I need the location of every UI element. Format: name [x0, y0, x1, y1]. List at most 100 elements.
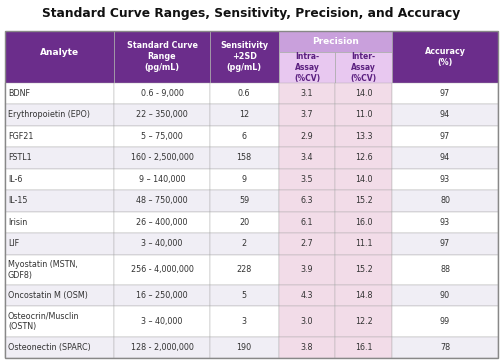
- Text: 6: 6: [241, 132, 246, 141]
- Bar: [5, 168, 115, 190]
- Text: 2: 2: [241, 239, 246, 248]
- Text: 3: 3: [241, 317, 246, 326]
- Bar: [210, 306, 279, 337]
- Text: 256 - 4,000,000: 256 - 4,000,000: [131, 265, 194, 274]
- Text: Accuracy
(%): Accuracy (%): [425, 47, 465, 67]
- Text: 20: 20: [239, 218, 249, 227]
- Bar: [279, 285, 336, 306]
- Text: 11.1: 11.1: [355, 239, 372, 248]
- Text: 3.5: 3.5: [301, 175, 313, 184]
- Bar: [279, 126, 336, 147]
- Text: 3.7: 3.7: [301, 111, 313, 120]
- Bar: [5, 190, 115, 212]
- Bar: [5, 212, 115, 233]
- Text: Analyte: Analyte: [40, 48, 79, 57]
- Text: 5: 5: [241, 291, 246, 300]
- Bar: [336, 212, 392, 233]
- Bar: [5, 147, 115, 168]
- Text: Standard Curve
Range
(pg/mL): Standard Curve Range (pg/mL): [127, 41, 198, 72]
- Text: 94: 94: [440, 153, 450, 162]
- Bar: [279, 104, 336, 126]
- Text: 93: 93: [440, 175, 450, 184]
- Bar: [115, 83, 210, 104]
- Bar: [210, 285, 279, 306]
- Bar: [210, 337, 279, 358]
- Bar: [5, 104, 115, 126]
- Bar: [336, 147, 392, 168]
- Bar: [210, 31, 279, 83]
- Bar: [210, 233, 279, 255]
- Text: 99: 99: [440, 317, 450, 326]
- Text: 0.6 - 9,000: 0.6 - 9,000: [140, 89, 184, 98]
- Text: 90: 90: [440, 291, 450, 300]
- Bar: [336, 83, 392, 104]
- Text: FGF21: FGF21: [8, 132, 33, 141]
- Bar: [115, 104, 210, 126]
- Text: IL-15: IL-15: [8, 196, 28, 205]
- Bar: [279, 147, 336, 168]
- Text: 12.2: 12.2: [355, 317, 373, 326]
- Bar: [392, 126, 498, 147]
- Text: 228: 228: [236, 265, 252, 274]
- Bar: [336, 104, 392, 126]
- Bar: [336, 190, 392, 212]
- Bar: [392, 337, 498, 358]
- Bar: [336, 233, 392, 255]
- Bar: [392, 104, 498, 126]
- Bar: [279, 306, 336, 337]
- Text: 4.3: 4.3: [301, 291, 313, 300]
- Bar: [115, 212, 210, 233]
- Text: 97: 97: [440, 89, 450, 98]
- Text: 3.1: 3.1: [301, 89, 313, 98]
- Text: Myostatin (MSTN,
GDF8): Myostatin (MSTN, GDF8): [8, 260, 78, 280]
- Text: 97: 97: [440, 239, 450, 248]
- Bar: [115, 255, 210, 285]
- Bar: [279, 190, 336, 212]
- Bar: [5, 126, 115, 147]
- Text: Erythropoietin (EPO): Erythropoietin (EPO): [8, 111, 90, 120]
- Text: 6.1: 6.1: [301, 218, 313, 227]
- Bar: [5, 285, 115, 306]
- Text: 3 – 40,000: 3 – 40,000: [141, 239, 183, 248]
- Text: 12: 12: [239, 111, 249, 120]
- Text: 14.0: 14.0: [355, 89, 372, 98]
- Bar: [115, 168, 210, 190]
- Text: 160 - 2,500,000: 160 - 2,500,000: [131, 153, 194, 162]
- Text: 26 – 400,000: 26 – 400,000: [136, 218, 188, 227]
- Bar: [5, 83, 115, 104]
- Bar: [115, 337, 210, 358]
- Text: 78: 78: [440, 343, 450, 352]
- Bar: [115, 306, 210, 337]
- Bar: [336, 255, 392, 285]
- Text: 16.0: 16.0: [355, 218, 372, 227]
- Bar: [210, 147, 279, 168]
- Bar: [392, 212, 498, 233]
- Bar: [210, 83, 279, 104]
- Text: 2.7: 2.7: [301, 239, 313, 248]
- Bar: [210, 104, 279, 126]
- Bar: [392, 233, 498, 255]
- Text: 97: 97: [440, 132, 450, 141]
- Bar: [115, 147, 210, 168]
- Bar: [5, 306, 115, 337]
- Bar: [336, 52, 392, 83]
- Bar: [392, 31, 498, 83]
- Bar: [279, 233, 336, 255]
- Text: 0.6: 0.6: [238, 89, 250, 98]
- Bar: [392, 285, 498, 306]
- Text: 190: 190: [236, 343, 252, 352]
- Text: LIF: LIF: [8, 239, 19, 248]
- Bar: [210, 126, 279, 147]
- Bar: [336, 337, 392, 358]
- Text: 80: 80: [440, 196, 450, 205]
- Bar: [115, 31, 210, 83]
- Bar: [210, 255, 279, 285]
- Text: 48 – 750,000: 48 – 750,000: [136, 196, 188, 205]
- Bar: [336, 306, 392, 337]
- Bar: [5, 31, 115, 83]
- Bar: [336, 285, 392, 306]
- Bar: [5, 337, 115, 358]
- Bar: [279, 31, 392, 52]
- Text: 3.9: 3.9: [301, 265, 313, 274]
- Text: Oncostatin M (OSM): Oncostatin M (OSM): [8, 291, 88, 300]
